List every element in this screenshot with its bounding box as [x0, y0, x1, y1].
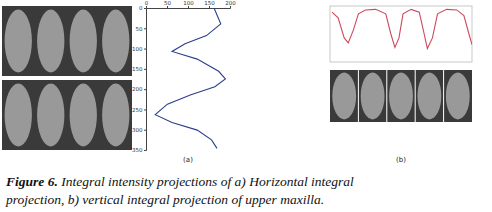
tick-label: 100	[183, 0, 194, 6]
tick: 250	[132, 107, 146, 113]
lower-jaw-image	[2, 80, 132, 150]
axis: 0 50 100 150 200	[145, 0, 236, 9]
tick: 150	[204, 0, 215, 8]
figure: 0 50 100 150 200 250 300 350 0 50 100 150 200 (a) (b) F…	[0, 0, 492, 212]
tick-mark	[188, 6, 189, 8]
tick: 50	[136, 26, 147, 32]
tick: 50	[164, 0, 171, 8]
tick-label: 200	[132, 86, 143, 92]
segment-separator	[443, 70, 444, 122]
image-background	[2, 80, 132, 150]
tick-label: 250	[132, 107, 143, 113]
tick-label: 300	[132, 127, 143, 133]
tooth-shape	[70, 10, 97, 73]
axis-line	[147, 6, 231, 9]
tick-mark	[144, 8, 146, 9]
tick: 0	[145, 0, 149, 8]
tick: 0	[139, 5, 146, 11]
tick-label: 200	[225, 0, 236, 6]
tooth-shape	[446, 73, 470, 120]
tick-label: 150	[132, 66, 143, 72]
tick: 100	[183, 0, 194, 8]
plot-area	[332, 9, 472, 48]
tick-label: 350	[132, 147, 143, 153]
upper-maxilla-strip	[330, 70, 472, 122]
segment-separator	[386, 70, 387, 122]
tooth-shape	[102, 10, 129, 73]
upper-jaw-image	[2, 6, 132, 76]
tick-label: 50	[164, 0, 171, 6]
panel-label: (a)	[183, 156, 193, 164]
image-background	[330, 70, 472, 122]
projection-line	[332, 9, 472, 48]
tick-mark	[209, 6, 210, 8]
tick-mark	[146, 6, 147, 8]
tick: 300	[132, 127, 146, 133]
tooth-shape	[70, 84, 97, 147]
caption: Figure 6. Integral intensity projections…	[5, 174, 354, 207]
plot-frame	[330, 6, 472, 62]
chart	[330, 6, 472, 62]
tick-label: 0	[139, 5, 143, 11]
tick-mark	[144, 89, 146, 90]
image-a	[2, 6, 132, 150]
tooth-shape	[361, 73, 385, 120]
panel-label: (b)	[396, 156, 406, 164]
tooth-shape	[37, 84, 64, 147]
tick: 100	[132, 46, 146, 52]
tick: 200	[132, 86, 146, 92]
segment-separator	[358, 70, 359, 122]
caption-text: Integral intensity projections of a) Hor…	[58, 174, 354, 189]
tick-mark	[144, 109, 146, 110]
tick-mark	[144, 130, 146, 131]
tooth-shape	[102, 84, 129, 147]
tick-mark	[144, 150, 146, 151]
tick-label: 100	[132, 46, 143, 52]
caption-line: projection, b) vertical integral project…	[5, 192, 324, 207]
plot-area	[155, 8, 225, 148]
tick-mark	[167, 6, 168, 8]
tick-label: 50	[136, 26, 143, 32]
tick-label: 150	[204, 0, 215, 6]
tooth-shape	[37, 10, 64, 73]
tooth-shape	[389, 73, 413, 120]
tick-mark	[144, 69, 146, 70]
tick: 350	[132, 147, 146, 153]
tooth-shape	[332, 73, 356, 120]
tooth-shape	[5, 10, 32, 73]
tooth-shape	[5, 84, 32, 147]
image-background	[2, 6, 132, 76]
axis: 0 50 100 150 200 250 300 350	[132, 5, 147, 153]
tick-mark	[230, 6, 231, 8]
caption-label: Figure 6.	[5, 174, 58, 189]
segment-separator	[415, 70, 416, 122]
tick-label: 0	[145, 0, 149, 6]
tick: 200	[225, 0, 236, 8]
chart: 0 50 100 150 200 250 300 350 0 50 100 150 200	[132, 0, 236, 153]
projection-line	[155, 8, 225, 148]
tick: 150	[132, 66, 146, 72]
axis-line	[144, 9, 147, 151]
tick-mark	[144, 49, 146, 50]
caption-line: Figure 6. Integral intensity projections…	[5, 174, 354, 189]
tick-mark	[144, 28, 146, 29]
tooth-shape	[417, 73, 441, 120]
